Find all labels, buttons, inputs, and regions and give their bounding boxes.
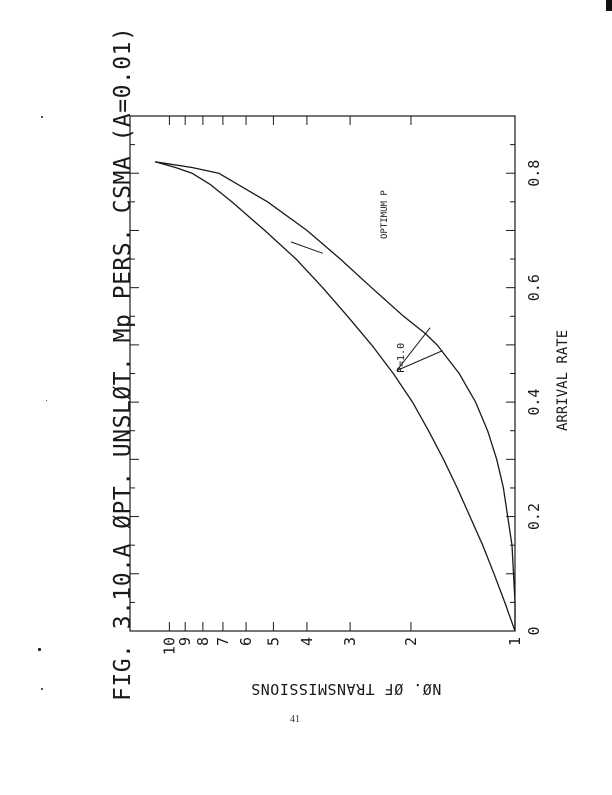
- y-tick-label: 6: [237, 637, 255, 646]
- y-tick-label: 3: [341, 637, 359, 646]
- y-tick-label: 1: [506, 637, 524, 646]
- x-tick-label: 0.4: [525, 389, 543, 416]
- y-tick-label: 5: [264, 637, 282, 646]
- y-tick-label: 7: [214, 637, 232, 646]
- series-lines: [154, 161, 516, 632]
- x-tick-label: 0.8: [525, 160, 543, 187]
- scan-speck: [46, 400, 47, 401]
- x-tick-label: 0.2: [525, 503, 543, 530]
- chart-title: FIG. 3.10.A ØPT. UNSLØT. Mp PERS. CSMA (…: [110, 27, 136, 701]
- y-tick-label: 8: [194, 637, 212, 646]
- leader-line: [396, 327, 443, 372]
- y-tick-label: 10: [160, 637, 178, 655]
- leader-line: [290, 241, 323, 254]
- annotation-leaders: [290, 241, 443, 372]
- plot-frame: [129, 115, 516, 632]
- annotation-optimum: OPTIMUM P: [380, 190, 390, 239]
- series-line: [155, 161, 516, 631]
- x-tick-label: 0.6: [525, 274, 543, 301]
- scan-speck: [38, 648, 41, 651]
- x-tick-label: 0: [525, 626, 543, 635]
- x-tick-labels: 0 0.2 0.4 0.6 0.8: [525, 160, 543, 636]
- annotation-p1: P=1.0: [396, 343, 407, 373]
- scan-edge-mark: [606, 0, 612, 11]
- scan-speck: [41, 688, 43, 690]
- y-tick-label: 9: [176, 637, 194, 646]
- axis-ticks: [130, 115, 516, 632]
- y-tick-label: 4: [298, 637, 316, 646]
- y-axis-label: NØ. ØF TRANSMISSIONS: [251, 680, 442, 698]
- series-line: [154, 161, 516, 632]
- scan-speck: [41, 116, 43, 118]
- page-number: 41: [290, 714, 300, 725]
- y-tick-label: 2: [402, 637, 420, 646]
- x-axis-label: ARRIVAL RATE: [555, 330, 571, 431]
